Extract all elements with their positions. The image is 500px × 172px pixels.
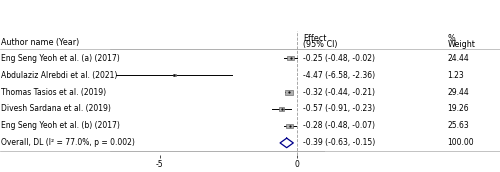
Text: Divesh Sardana et al. (2019): Divesh Sardana et al. (2019) [1,105,111,114]
Text: Effect: Effect [304,34,327,43]
Bar [284,90,292,95]
Text: Eng Seng Yeoh et al. (b) (2017): Eng Seng Yeoh et al. (b) (2017) [1,121,120,130]
Bar [286,124,294,128]
Bar [287,56,294,60]
Text: Abdulaziz Alrebdi et al. (2021): Abdulaziz Alrebdi et al. (2021) [1,71,117,80]
Text: 19.26: 19.26 [448,105,469,114]
Text: -0.28 (-0.48, -0.07): -0.28 (-0.48, -0.07) [304,121,376,130]
Text: Author name (Year): Author name (Year) [1,38,79,47]
Text: Thomas Tasios et al. (2019): Thomas Tasios et al. (2019) [1,88,106,96]
Text: -0.25 (-0.48, -0.02): -0.25 (-0.48, -0.02) [304,54,376,63]
Text: Overall, DL (I² = 77.0%, p = 0.002): Overall, DL (I² = 77.0%, p = 0.002) [1,138,135,147]
Text: 29.44: 29.44 [448,88,469,96]
Text: -4.47 (-6.58, -2.36): -4.47 (-6.58, -2.36) [304,71,376,80]
Text: (95% CI): (95% CI) [304,40,338,49]
Bar [279,107,284,111]
Text: Eng Seng Yeoh et al. (a) (2017): Eng Seng Yeoh et al. (a) (2017) [1,54,120,63]
Text: -0.39 (-0.63, -0.15): -0.39 (-0.63, -0.15) [304,138,376,147]
Text: 1.23: 1.23 [448,71,464,80]
Text: 100.00: 100.00 [448,138,474,147]
Text: 25.63: 25.63 [448,121,469,130]
Text: Weight: Weight [448,40,475,49]
Text: -0.32 (-0.44, -0.21): -0.32 (-0.44, -0.21) [304,88,376,96]
Text: 24.44: 24.44 [448,54,469,63]
Polygon shape [280,138,293,148]
Bar [173,74,176,76]
Text: %: % [448,34,455,43]
Text: -0.57 (-0.91, -0.23): -0.57 (-0.91, -0.23) [304,105,376,114]
